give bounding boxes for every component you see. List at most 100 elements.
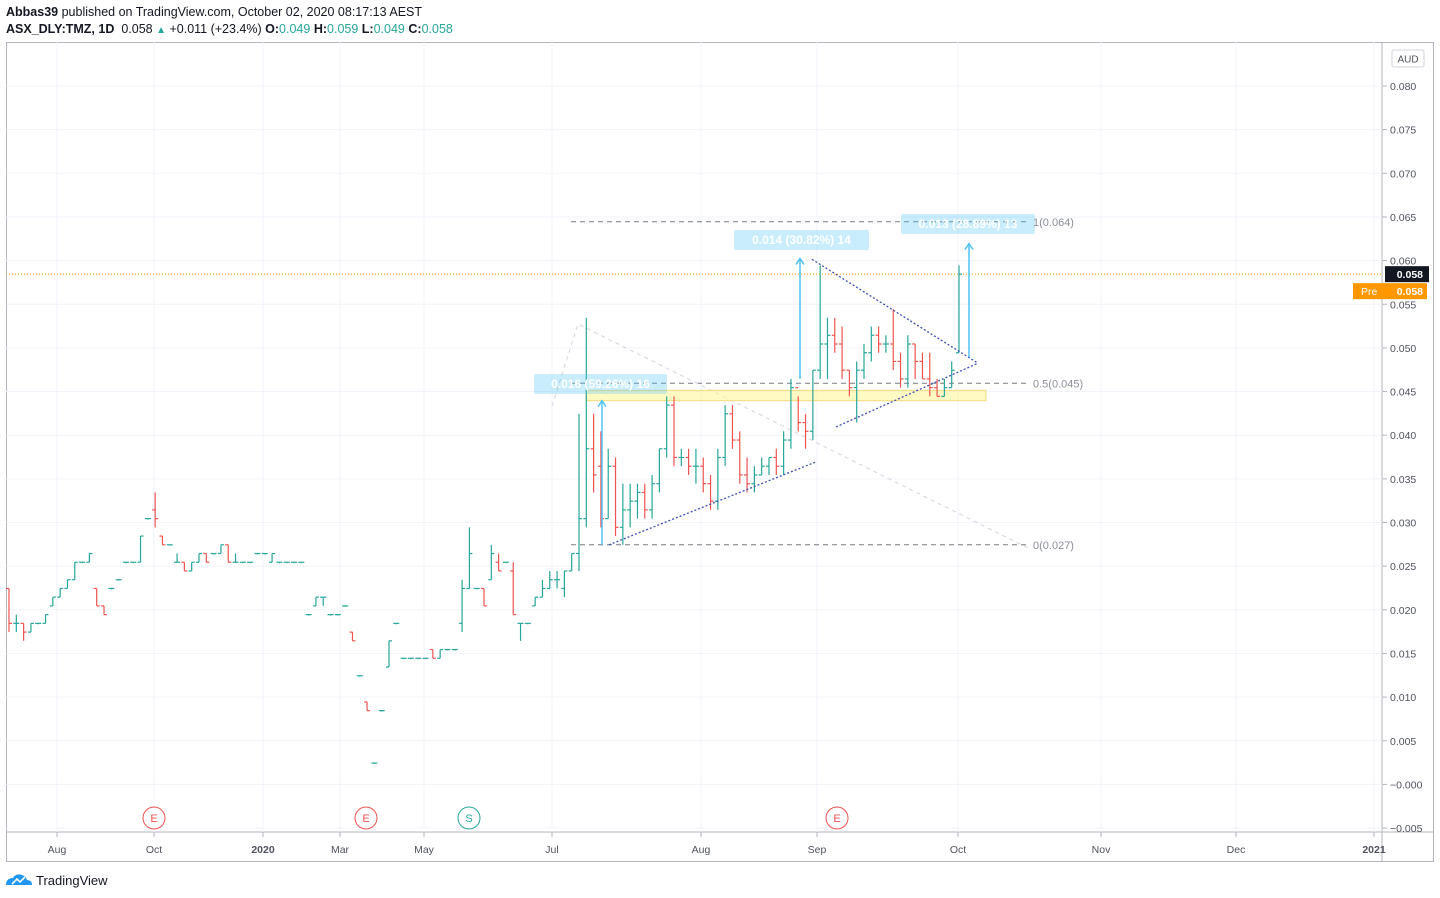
footer-brand[interactable]: TradingView: [6, 870, 108, 890]
time-axis[interactable]: Aug Oct 2020 Mar May Jul Aug Sep Oct Nov Dec 2021: [48, 832, 1386, 856]
symbol-label: ASX_DLY:TMZ, 1D: [6, 22, 115, 36]
ohlc-bar: [941, 378, 948, 397]
price-chart[interactable]: 1(0.064) 0.5(0.045) 0(0.027) 0.014 (30.82%…: [6, 42, 1434, 862]
ohlc-bar: [619, 483, 626, 545]
ohlc-bar: [839, 326, 846, 379]
ohlc-bar: [692, 448, 699, 484]
ohlc-bar: [196, 552, 202, 563]
ohlc-bar: [130, 561, 137, 564]
ohlc-bar: [831, 317, 838, 353]
ohlc-bar: [334, 614, 341, 616]
price-tick-label: −0.005: [1390, 823, 1423, 835]
ohlc-bar: [291, 561, 297, 564]
ohlc-bar: [261, 552, 268, 555]
time-tick-label: Nov: [1092, 844, 1111, 856]
price-tick-label: 0.010: [1390, 692, 1416, 704]
ohlc-bar: [407, 657, 414, 660]
close-value: 0.058: [421, 22, 453, 36]
chart-frame[interactable]: 1(0.064) 0.5(0.045) 0(0.027) 0.014 (30.82%…: [6, 42, 1434, 862]
ohlc-bar: [210, 552, 217, 555]
ohlc-bar: [371, 762, 378, 765]
time-tick-label: Sep: [808, 844, 827, 856]
event-label: E: [362, 813, 369, 825]
ohlc-bar: [576, 413, 582, 571]
ohlc-bar: [166, 544, 173, 546]
price-axis[interactable]: 0.080 0.075 0.070 0.065 0.060 0.055 0.050 0.045…: [1353, 81, 1429, 835]
measure-label: 0.014 (30.82%) 14: [752, 233, 851, 247]
ohlc-bar: [320, 596, 327, 606]
price-tick-label: 0.050: [1390, 343, 1416, 355]
ohlc-bar: [364, 701, 371, 712]
currency-badge[interactable]: AUD: [1391, 49, 1425, 68]
ohlc-bar: [276, 561, 283, 564]
measure-arrowhead: [597, 399, 607, 408]
price-tick-label: 0.025: [1390, 561, 1416, 573]
ohlc-bar: [934, 378, 941, 397]
open-value: 0.049: [279, 22, 311, 36]
chart-header: Abbas39 published on TradingView.com, Oc…: [6, 4, 453, 39]
event-circle: [354, 806, 378, 830]
ohlc-bar: [188, 561, 195, 572]
ohlc-bar: [671, 396, 677, 467]
ohlc-bar: [422, 657, 429, 660]
ohlc-bar: [904, 335, 911, 388]
ohlc-bar: [137, 535, 144, 563]
time-tick-label: Aug: [48, 844, 67, 856]
event-label: E: [833, 813, 840, 825]
grid: [6, 42, 1382, 832]
ohlc-bar: [722, 405, 729, 467]
ohlc-bar: [926, 352, 933, 397]
brand-name: TradingView: [36, 872, 108, 888]
ohlc-bar: [605, 448, 612, 520]
ohlc-bar: [817, 265, 824, 379]
low-label: L:: [361, 22, 374, 36]
ohlc-bar: [882, 335, 889, 353]
triangle-apex-trendline: [835, 362, 979, 428]
time-tick-label: Mar: [331, 844, 350, 856]
price-tick-label: 0.005: [1390, 736, 1416, 748]
ohlc-bar: [853, 361, 860, 423]
triangle-lower-trendline: [608, 461, 817, 546]
ohlc-bar: [159, 535, 166, 546]
ohlc-bar: [649, 474, 656, 519]
ohlc-bar: [247, 561, 254, 564]
ohlc-bar: [349, 631, 356, 642]
ohlc-bar: [108, 587, 115, 590]
ohlc-bar: [203, 552, 210, 563]
ohlc-bar: [809, 369, 816, 441]
author-name[interactable]: Abbas39: [6, 5, 59, 19]
price-tick-label: 0.045: [1390, 387, 1416, 399]
ohlc-bar: [254, 552, 261, 555]
ohlc-bar: [444, 648, 451, 651]
ohlc-bar: [415, 657, 422, 660]
ohlc-bar: [546, 570, 553, 590]
ohlc-bar: [232, 553, 239, 563]
up-arrow-icon: ▲: [156, 25, 166, 36]
ohlc-bar: [473, 587, 480, 590]
ohlc-bar: [79, 561, 86, 564]
event-marker: E: [825, 806, 849, 830]
measure-label: 0.013 (28.89%) 13: [919, 217, 1018, 231]
ohlc-bar: [101, 605, 107, 616]
ohlc-bar: [269, 552, 276, 563]
ohlc-bar: [802, 413, 809, 449]
ohlc-bar: [386, 640, 392, 668]
ohlc-bar: [152, 492, 159, 528]
ohlc-bar: [612, 457, 619, 537]
ohlc-bar: [451, 648, 458, 651]
ohlc-bar: [912, 343, 919, 379]
tradingview-logo-icon: [6, 874, 32, 885]
low-value: 0.049: [373, 22, 405, 36]
ohlc-bar: [71, 561, 78, 581]
ohlc-bar: [590, 413, 597, 493]
event-marker: E: [354, 806, 378, 830]
ohlc-bar: [312, 596, 319, 607]
price-tick-label: 0.020: [1390, 605, 1416, 617]
ohlc-bar: [568, 552, 575, 572]
ohlc-bar: [875, 326, 882, 353]
ohlc-bar: [49, 596, 56, 607]
ohlc-bar: [459, 579, 466, 633]
ohlc-bar: [890, 309, 897, 371]
ohlc-bar: [86, 552, 93, 563]
ohlc-bar: [861, 344, 867, 379]
